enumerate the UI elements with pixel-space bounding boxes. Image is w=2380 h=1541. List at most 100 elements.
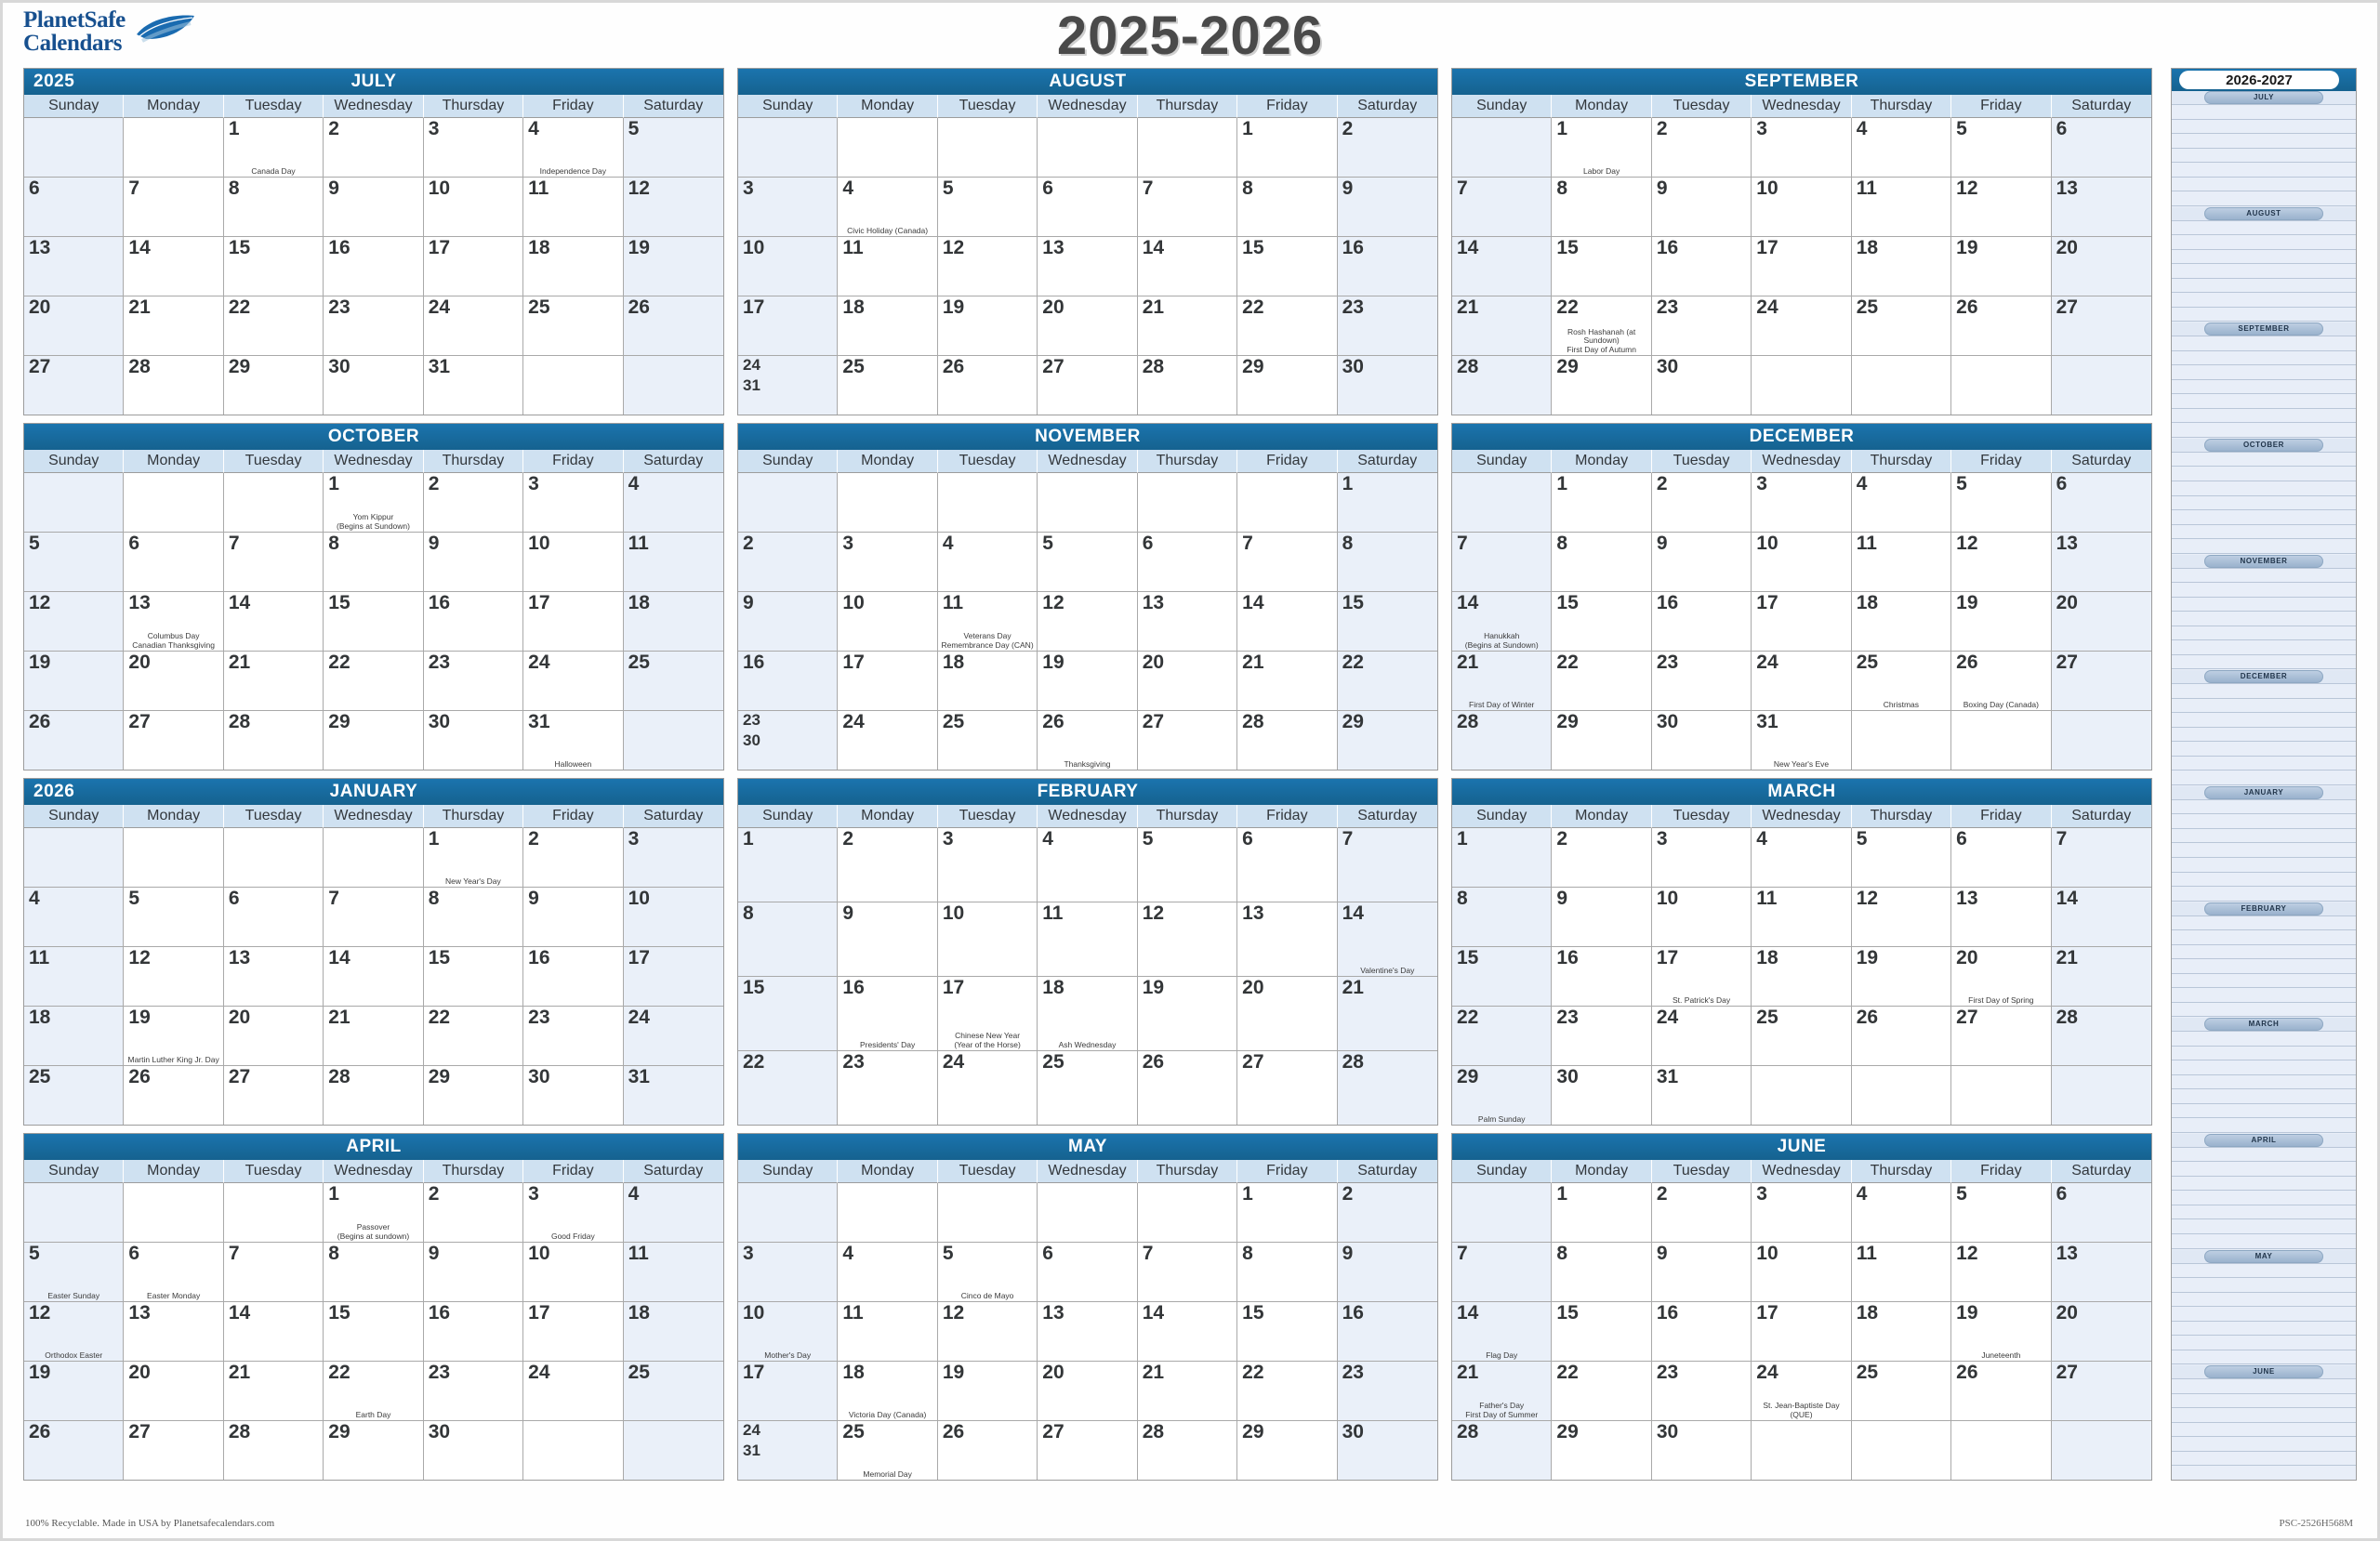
day-cell[interactable]: 14 Hanukkah (Begins at Sundown) bbox=[1452, 592, 1553, 651]
day-cell[interactable]: 11 bbox=[838, 1302, 938, 1361]
day-cell[interactable] bbox=[24, 118, 125, 177]
day-cell[interactable]: 31 bbox=[423, 356, 524, 415]
day-cell[interactable]: 16 bbox=[324, 237, 424, 296]
day-cell[interactable]: 5 Easter Sunday bbox=[24, 1243, 125, 1301]
day-cell[interactable]: 30 bbox=[1337, 1421, 1437, 1480]
sidebar-note-line[interactable] bbox=[2172, 843, 2356, 858]
day-cell[interactable] bbox=[937, 1183, 1038, 1242]
sidebar-note-line[interactable] bbox=[2172, 1422, 2356, 1438]
day-cell[interactable]: 8 bbox=[738, 902, 839, 976]
sidebar-note-line[interactable] bbox=[2172, 191, 2356, 206]
day-cell[interactable]: 14 bbox=[223, 592, 324, 651]
day-cell[interactable]: 6 bbox=[24, 178, 125, 236]
day-cell[interactable]: 29 bbox=[1337, 711, 1437, 770]
day-cell[interactable]: 19 bbox=[24, 1362, 125, 1420]
day-cell[interactable] bbox=[223, 1183, 324, 1242]
day-cell[interactable]: 28 bbox=[223, 1421, 324, 1480]
sidebar-note-line[interactable] bbox=[2172, 915, 2356, 931]
day-cell[interactable] bbox=[1452, 1183, 1553, 1242]
day-cell[interactable]: 13 bbox=[1237, 902, 1338, 976]
day-cell[interactable]: 23 bbox=[423, 1362, 524, 1420]
sidebar-note-line[interactable] bbox=[2172, 1118, 2356, 1133]
sidebar-month-pill[interactable]: JANUARY bbox=[2204, 785, 2323, 799]
day-cell[interactable]: 6 bbox=[1137, 533, 1238, 591]
sidebar-note-line[interactable] bbox=[2172, 307, 2356, 323]
day-cell[interactable]: 2 bbox=[324, 118, 424, 177]
day-cell[interactable]: 10 bbox=[1651, 888, 1752, 946]
day-cell[interactable]: 20 bbox=[223, 1007, 324, 1065]
day-cell[interactable] bbox=[738, 473, 839, 532]
day-cell[interactable]: 20 bbox=[1237, 977, 1338, 1050]
day-cell[interactable]: 2 bbox=[1651, 473, 1752, 532]
day-cell[interactable]: 22 bbox=[1237, 296, 1338, 355]
sidebar-note-line[interactable] bbox=[2172, 1350, 2356, 1365]
sidebar-note-line[interactable] bbox=[2172, 756, 2356, 771]
day-cell[interactable]: 15 bbox=[1237, 1302, 1338, 1361]
day-cell[interactable]: 4 bbox=[1038, 828, 1138, 902]
day-cell[interactable]: 16 bbox=[423, 592, 524, 651]
day-cell[interactable] bbox=[1137, 473, 1238, 532]
day-cell[interactable]: 11 bbox=[623, 1243, 723, 1301]
day-cell[interactable]: 24 bbox=[523, 1362, 624, 1420]
day-cell[interactable]: 7 bbox=[1452, 1243, 1553, 1301]
sidebar-note-line[interactable] bbox=[2172, 1336, 2356, 1350]
day-cell[interactable]: 6 bbox=[2051, 1183, 2151, 1242]
day-cell[interactable]: 29 Palm Sunday bbox=[1452, 1066, 1553, 1125]
day-cell[interactable]: 16 bbox=[1552, 947, 1652, 1006]
sidebar-note-line[interactable] bbox=[2172, 394, 2356, 409]
day-cell[interactable]: 12 bbox=[937, 1302, 1038, 1361]
day-cell[interactable]: 20 bbox=[124, 652, 224, 710]
sidebar-note-line[interactable] bbox=[2172, 1089, 2356, 1104]
day-cell[interactable]: 3 bbox=[738, 1243, 839, 1301]
day-cell[interactable]: 20 bbox=[24, 296, 125, 355]
sidebar-month-pill[interactable]: DECEMBER bbox=[2204, 670, 2323, 684]
day-cell[interactable]: 14 bbox=[1137, 237, 1238, 296]
day-cell[interactable]: 9 bbox=[1651, 1243, 1752, 1301]
day-cell[interactable]: 6 bbox=[124, 533, 224, 591]
sidebar-note-line[interactable] bbox=[2172, 770, 2356, 785]
sidebar-note-line[interactable] bbox=[2172, 828, 2356, 844]
day-cell[interactable]: 26 bbox=[24, 711, 125, 770]
day-cell[interactable]: 17 bbox=[623, 947, 723, 1006]
day-cell[interactable] bbox=[24, 473, 125, 532]
day-cell[interactable] bbox=[1038, 118, 1138, 177]
day-cell[interactable]: 12 bbox=[1951, 1243, 2052, 1301]
day-cell[interactable]: 18 Ash Wednesday bbox=[1038, 977, 1138, 1050]
day-cell[interactable]: 22 bbox=[223, 296, 324, 355]
day-cell[interactable]: 29 bbox=[1552, 1421, 1652, 1480]
day-cell[interactable]: 25 bbox=[937, 711, 1038, 770]
day-cell[interactable]: 9 bbox=[324, 178, 424, 236]
day-cell[interactable]: 1 bbox=[1237, 1183, 1338, 1242]
sidebar-note-line[interactable] bbox=[2172, 1176, 2356, 1192]
day-cell[interactable]: 1 Canada Day bbox=[223, 118, 324, 177]
sidebar-month-pill[interactable]: MARCH bbox=[2204, 1018, 2323, 1032]
sidebar-note-line[interactable] bbox=[2172, 1162, 2356, 1177]
day-cell[interactable]: 10 bbox=[738, 237, 839, 296]
day-cell[interactable]: 2 bbox=[423, 473, 524, 532]
day-cell[interactable]: 5 bbox=[1038, 533, 1138, 591]
day-cell[interactable]: 26 Thanksgiving bbox=[1038, 711, 1138, 770]
sidebar-note-line[interactable] bbox=[2172, 148, 2356, 164]
day-cell[interactable] bbox=[1137, 1183, 1238, 1242]
sidebar-note-line[interactable] bbox=[2172, 887, 2356, 902]
day-cell[interactable]: 30 bbox=[1337, 356, 1437, 415]
day-cell[interactable]: 21 bbox=[1337, 977, 1437, 1050]
day-cell[interactable] bbox=[1951, 1066, 2052, 1125]
sidebar-note-line[interactable] bbox=[2172, 293, 2356, 308]
day-cell[interactable]: 5 bbox=[24, 533, 125, 591]
day-cell[interactable]: 17 bbox=[1752, 237, 1852, 296]
sidebar-note-line[interactable] bbox=[2172, 177, 2356, 192]
sidebar-note-line[interactable] bbox=[2172, 379, 2356, 395]
day-cell[interactable]: 8 bbox=[1552, 178, 1652, 236]
day-cell[interactable]: 19 bbox=[937, 1362, 1038, 1420]
day-cell[interactable]: 1 bbox=[1237, 118, 1338, 177]
day-cell[interactable]: 14 bbox=[1452, 237, 1553, 296]
day-cell[interactable]: 18 bbox=[838, 296, 938, 355]
day-cell[interactable]: 23 bbox=[423, 652, 524, 710]
sidebar-note-line[interactable] bbox=[2172, 713, 2356, 728]
day-cell[interactable]: 16 bbox=[1337, 1302, 1437, 1361]
day-cell[interactable]: 24 bbox=[623, 1007, 723, 1065]
day-cell[interactable]: 4 bbox=[838, 1243, 938, 1301]
day-cell[interactable]: 5 Cinco de Mayo bbox=[937, 1243, 1038, 1301]
day-cell[interactable]: 6 bbox=[223, 888, 324, 946]
